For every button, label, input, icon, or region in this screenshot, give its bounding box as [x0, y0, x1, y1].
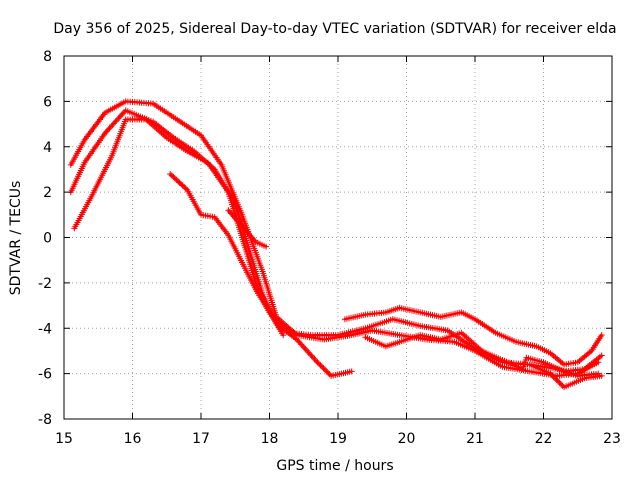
series-layer [67, 98, 605, 391]
series-track-7 [362, 329, 605, 375]
series-track-3 [71, 116, 602, 379]
series-track-1 [67, 98, 602, 379]
y-tick-label: 6 [43, 94, 52, 110]
y-tick-label: 8 [43, 49, 52, 65]
y-tick-label: 0 [43, 231, 52, 247]
y-axis-title: SDTVAR / TECUs [8, 181, 24, 296]
data-point [280, 332, 287, 339]
x-tick-label: 23 [603, 431, 621, 447]
x-tick-label: 22 [535, 431, 553, 447]
series-track-4 [167, 171, 287, 339]
data-point [263, 243, 270, 250]
data-point [348, 368, 355, 375]
series-track-6 [341, 304, 605, 368]
chart-title: Day 356 of 2025, Sidereal Day-to-day VTE… [53, 21, 616, 37]
grid-lines [64, 56, 612, 419]
y-tick-label: -8 [38, 412, 52, 428]
x-tick-label: 17 [192, 431, 210, 447]
axis-ticks [63, 55, 613, 420]
x-tick-label: 21 [466, 431, 484, 447]
data-point [598, 352, 605, 359]
x-axis-title: GPS time / hours [276, 458, 393, 474]
x-tick-label: 16 [124, 431, 142, 447]
data-point [598, 332, 605, 339]
series-track-5 [225, 207, 270, 250]
y-tick-label: -2 [38, 276, 52, 292]
y-tick-label: 2 [43, 185, 52, 201]
data-point [598, 372, 605, 379]
x-tick-labels: 15 16 17 18 19 20 21 22 23 [55, 431, 621, 447]
y-tick-labels: -8 -6 -4 -2 0 2 4 6 8 [38, 49, 52, 428]
x-tick-label: 20 [398, 431, 416, 447]
x-tick-label: 19 [329, 431, 347, 447]
series-track-8 [526, 361, 605, 391]
y-tick-label: -4 [38, 321, 52, 337]
y-tick-label: -6 [38, 367, 52, 383]
y-tick-label: 4 [43, 140, 52, 156]
x-tick-label: 15 [55, 431, 73, 447]
x-tick-label: 18 [261, 431, 279, 447]
